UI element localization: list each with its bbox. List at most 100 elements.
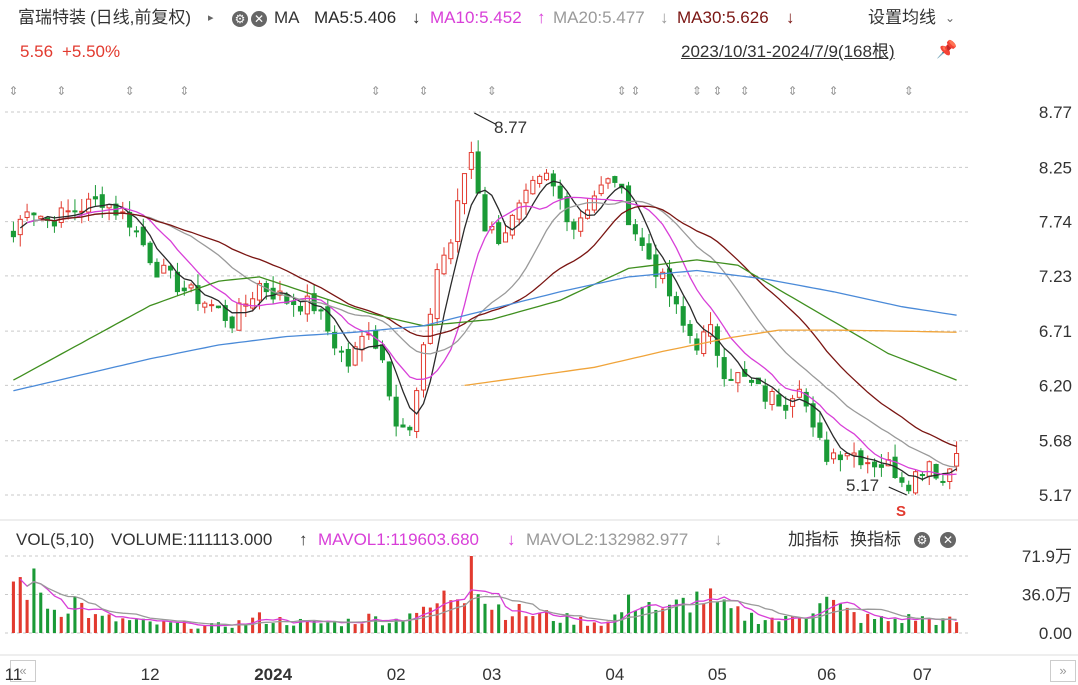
mode-arrow-icon[interactable]: ▸ xyxy=(208,12,214,24)
ma-settings-button[interactable]: 设置均线 xyxy=(868,8,936,27)
volume-bar xyxy=(784,615,788,633)
volume-bar xyxy=(633,610,637,633)
volume-bar xyxy=(230,627,234,633)
volume-bar xyxy=(128,620,132,633)
candle-body xyxy=(865,462,871,465)
candle-body xyxy=(297,305,304,312)
volume-bar xyxy=(791,616,795,633)
volume-bar xyxy=(838,603,842,633)
candle-body xyxy=(783,404,789,411)
volume-bar xyxy=(80,602,84,633)
volume-bar xyxy=(510,616,514,633)
ma-close-icon[interactable]: ✕ xyxy=(251,11,267,27)
candle-body xyxy=(24,211,30,219)
candle-body xyxy=(721,357,727,380)
date-axis-tick: 07 xyxy=(913,665,932,684)
ma60-line xyxy=(13,259,957,381)
volume-bar xyxy=(46,608,50,633)
chevron-down-icon[interactable]: ⌄ xyxy=(945,11,956,25)
volume-bar xyxy=(189,628,193,633)
candle-body xyxy=(209,304,215,307)
candle-body xyxy=(420,344,427,391)
volume-bar xyxy=(333,620,337,633)
last-price: 5.56 xyxy=(20,42,54,61)
pin-icon[interactable]: 📌 xyxy=(936,40,958,59)
volume-bar xyxy=(606,621,610,633)
candle-body xyxy=(940,480,946,483)
scroll-left-button[interactable]: « xyxy=(10,660,36,682)
candle-body xyxy=(578,217,584,232)
low-marker-arrow xyxy=(888,486,907,496)
candle-body xyxy=(345,348,351,367)
volume-bar xyxy=(93,614,97,633)
event-marker-icon: ⇕ xyxy=(630,84,640,98)
ma-settings-gear-icon[interactable]: ⚙ xyxy=(232,11,248,27)
indicator-close-icon[interactable]: ✕ xyxy=(940,532,956,548)
candle-body xyxy=(660,271,666,280)
switch-indicator-button[interactable]: 换指标 xyxy=(850,530,901,549)
candle-body xyxy=(38,215,44,219)
candle-body xyxy=(236,302,242,331)
event-marker-icon: ⇕ xyxy=(371,84,381,98)
candle-body xyxy=(810,403,816,428)
candle-body xyxy=(728,378,734,381)
candle-body xyxy=(270,287,276,300)
indicator-gear-icon[interactable]: ⚙ xyxy=(914,532,930,548)
candle-body xyxy=(455,200,461,243)
volume-bar xyxy=(107,614,111,633)
sell-signal-marker[interactable]: S xyxy=(896,503,907,520)
candle-body xyxy=(762,385,768,402)
candle-body xyxy=(65,210,71,213)
volume-bar xyxy=(920,616,924,633)
ma20-trend-arrow: ↓ xyxy=(660,8,669,27)
volume-bar xyxy=(121,618,125,633)
volume-bar xyxy=(476,594,480,633)
candle-body xyxy=(516,202,522,220)
volume-bar xyxy=(346,618,350,633)
volume-bar xyxy=(244,623,248,633)
event-marker-icon: ⇕ xyxy=(418,84,428,98)
volume-bar xyxy=(73,596,77,633)
date-range[interactable]: 2023/10/31-2024/7/9(168根) xyxy=(681,42,895,61)
candle-body xyxy=(537,175,543,184)
candle-body xyxy=(284,294,290,304)
chart-mode[interactable]: (日线,前复权) xyxy=(90,8,192,27)
candle-body xyxy=(571,221,577,230)
volume-bar xyxy=(360,623,364,633)
volume-bar xyxy=(688,612,692,633)
candle-body xyxy=(598,184,604,195)
volume-bar xyxy=(421,606,426,633)
volume-bar xyxy=(729,608,733,633)
scroll-right-button[interactable]: » xyxy=(1050,660,1076,682)
volume-bar xyxy=(811,613,815,633)
event-marker-icon: ⇕ xyxy=(125,84,135,98)
candle-body xyxy=(557,185,563,199)
volume-bar xyxy=(661,608,665,633)
candle-body xyxy=(919,474,925,477)
candle-body xyxy=(359,335,365,351)
volume-bar xyxy=(25,599,29,633)
candle-body xyxy=(400,424,406,428)
candle-body xyxy=(803,391,809,407)
volume-bar xyxy=(715,601,719,633)
candle-body xyxy=(168,265,174,271)
volume-bar xyxy=(845,607,849,633)
volume-bar xyxy=(114,621,118,633)
volume-bar xyxy=(832,599,836,633)
candle-body xyxy=(256,282,263,301)
volume-bar xyxy=(408,613,412,633)
volume-bar xyxy=(11,581,15,633)
price-axis-tick: 7.74 xyxy=(1039,213,1072,232)
add-indicator-button[interactable]: 加指标 xyxy=(788,530,839,549)
volume-axis-tick: 71.9万 xyxy=(1022,547,1072,566)
mavol2-line xyxy=(26,580,957,626)
event-marker-icon: ⇕ xyxy=(904,84,914,98)
volume-bar xyxy=(674,599,678,633)
candle-body xyxy=(680,306,686,326)
volume-bar xyxy=(87,617,91,633)
volume-bar xyxy=(52,609,56,633)
volume-bar xyxy=(777,621,781,633)
event-marker-icon: ⇕ xyxy=(487,84,497,98)
candle-body xyxy=(222,305,228,321)
